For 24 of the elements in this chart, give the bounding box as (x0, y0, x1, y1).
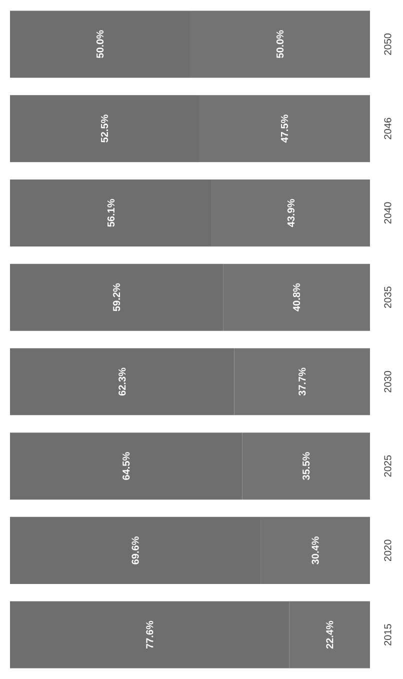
y-tick-label: 2040 (384, 202, 392, 224)
y-tick-label: 2015 (384, 624, 392, 646)
data-label: 35.5% (302, 452, 310, 480)
data-label: 64.5% (122, 452, 130, 480)
y-tick-label: 2025 (384, 455, 392, 477)
data-label: 56.1% (107, 199, 115, 227)
data-label: 47.5% (280, 114, 288, 143)
data-label: 40.8% (293, 283, 300, 312)
y-tick-label: 2046 (384, 118, 392, 140)
y-tick-label: 2030 (384, 370, 392, 392)
data-label: 59.2% (113, 283, 120, 312)
data-label: 43.9% (287, 199, 295, 227)
y-tick-label: 2020 (384, 540, 392, 562)
y-tick-label: 2050 (384, 33, 392, 55)
data-label: 50.0% (276, 30, 284, 58)
data-label: 62.3% (118, 368, 126, 396)
data-label: 50.0% (96, 30, 104, 58)
data-label: 37.7% (298, 368, 306, 396)
data-label: 77.6% (146, 620, 154, 649)
data-label: 52.5% (100, 114, 108, 142)
y-tick-label: 2035 (384, 286, 392, 308)
data-label: 22.4% (326, 620, 334, 649)
data-label: 30.4% (312, 536, 319, 564)
data-label: 69.6% (132, 536, 139, 564)
